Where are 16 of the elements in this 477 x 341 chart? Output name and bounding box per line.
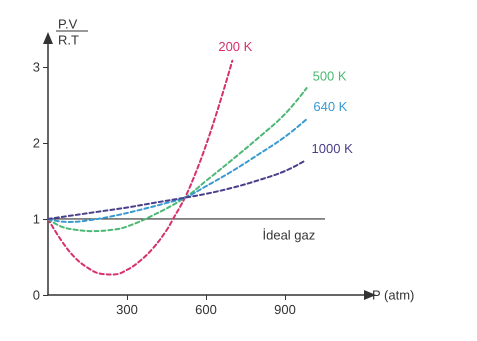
y-tick-label: 3 [32, 59, 40, 74]
line-series [47, 159, 307, 220]
series-label: 640 K [313, 99, 348, 114]
y-tick-label: 0 [32, 288, 40, 302]
x-tick-label: 600 [195, 302, 217, 317]
y-tick-label: 1 [32, 211, 40, 226]
series-label: 1000 K [312, 140, 354, 156]
series-label: 500 K [312, 68, 347, 84]
line-series [47, 60, 234, 276]
x-tick-label: 300 [116, 302, 138, 317]
y-tick-label: 2 [32, 135, 40, 150]
x-tick-label: 900 [274, 302, 296, 317]
line-series [47, 118, 308, 223]
series-label: İdeal gaz [262, 227, 316, 242]
y-axis-title: P.V R.T [58, 16, 79, 48]
series-label: 200 K [218, 39, 253, 54]
